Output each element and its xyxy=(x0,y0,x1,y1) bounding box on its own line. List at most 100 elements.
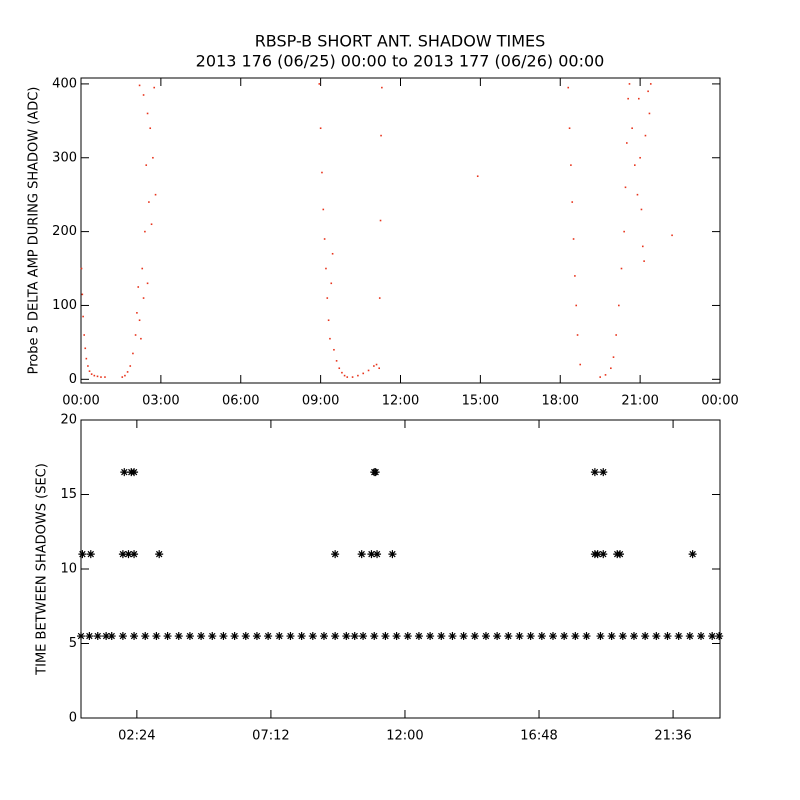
point xyxy=(87,365,89,367)
point xyxy=(149,127,152,130)
point xyxy=(319,632,328,641)
point xyxy=(579,363,582,366)
point xyxy=(626,142,628,144)
point xyxy=(331,252,334,255)
point xyxy=(362,372,365,375)
point xyxy=(636,193,639,196)
point xyxy=(357,374,359,377)
point xyxy=(86,550,95,559)
point xyxy=(599,376,601,378)
point xyxy=(570,164,572,166)
point xyxy=(83,334,85,336)
point xyxy=(308,632,317,641)
point xyxy=(335,360,338,362)
point xyxy=(150,223,153,226)
y-tick-label: 0 xyxy=(69,372,77,387)
point xyxy=(163,632,172,641)
y-tick-label: 10 xyxy=(60,562,77,577)
point xyxy=(599,550,608,559)
point xyxy=(604,374,607,376)
point xyxy=(571,632,580,641)
point xyxy=(129,365,132,367)
point xyxy=(448,632,457,641)
point xyxy=(644,134,647,137)
point xyxy=(370,632,379,641)
point xyxy=(515,632,524,641)
point xyxy=(124,374,126,377)
point xyxy=(351,376,354,378)
point xyxy=(567,86,570,89)
point xyxy=(697,632,706,641)
point xyxy=(326,297,329,299)
point xyxy=(82,315,84,318)
point xyxy=(107,632,116,641)
point xyxy=(118,632,127,641)
point xyxy=(607,632,616,641)
point xyxy=(641,632,650,641)
point xyxy=(126,371,129,373)
point xyxy=(392,632,401,641)
x-tick-label: 16:48 xyxy=(520,729,557,744)
y-tick-label: 15 xyxy=(60,487,77,502)
point xyxy=(373,365,375,367)
point xyxy=(275,632,284,641)
point xyxy=(96,375,99,378)
point xyxy=(145,164,148,166)
point xyxy=(142,297,145,299)
point xyxy=(359,632,368,641)
y-tick-label: 20 xyxy=(60,413,77,428)
point xyxy=(610,367,612,370)
point xyxy=(155,550,164,559)
point xyxy=(124,550,133,559)
point xyxy=(576,334,579,336)
point xyxy=(130,550,139,559)
point xyxy=(146,282,149,285)
x-tick-label: 18:00 xyxy=(542,394,579,409)
point xyxy=(459,632,468,641)
point xyxy=(90,373,93,375)
plot-frame xyxy=(80,419,721,719)
point xyxy=(615,334,617,336)
point xyxy=(629,632,638,641)
point xyxy=(130,468,139,477)
point xyxy=(371,468,380,477)
point xyxy=(643,260,645,262)
point xyxy=(322,208,325,211)
point xyxy=(134,334,137,336)
point xyxy=(593,550,602,559)
point xyxy=(378,297,381,299)
point xyxy=(264,632,273,641)
point xyxy=(685,632,694,641)
point xyxy=(671,234,673,237)
point xyxy=(627,97,629,100)
point xyxy=(403,632,412,641)
point xyxy=(338,367,341,370)
y-tick-label: 5 xyxy=(69,636,77,651)
point xyxy=(504,632,513,641)
point xyxy=(648,112,651,115)
point xyxy=(141,632,150,641)
point xyxy=(616,550,625,559)
point xyxy=(121,376,124,378)
point xyxy=(331,550,340,559)
x-tick-label: 07:12 xyxy=(252,729,289,744)
point xyxy=(85,357,88,360)
x-tick-label: 03:00 xyxy=(142,394,179,409)
point xyxy=(185,632,194,641)
point xyxy=(357,550,366,559)
point xyxy=(85,632,94,641)
point xyxy=(649,83,652,85)
x-tick-label: 21:00 xyxy=(621,394,658,409)
point xyxy=(120,468,129,477)
point xyxy=(526,632,535,641)
y-tick-label: 0 xyxy=(69,711,77,726)
x-tick-label: 12:00 xyxy=(386,729,423,744)
point xyxy=(144,230,146,233)
point xyxy=(142,94,145,96)
point xyxy=(574,275,576,277)
point xyxy=(329,337,331,340)
point xyxy=(132,352,134,355)
point xyxy=(136,312,138,314)
point xyxy=(140,337,142,340)
